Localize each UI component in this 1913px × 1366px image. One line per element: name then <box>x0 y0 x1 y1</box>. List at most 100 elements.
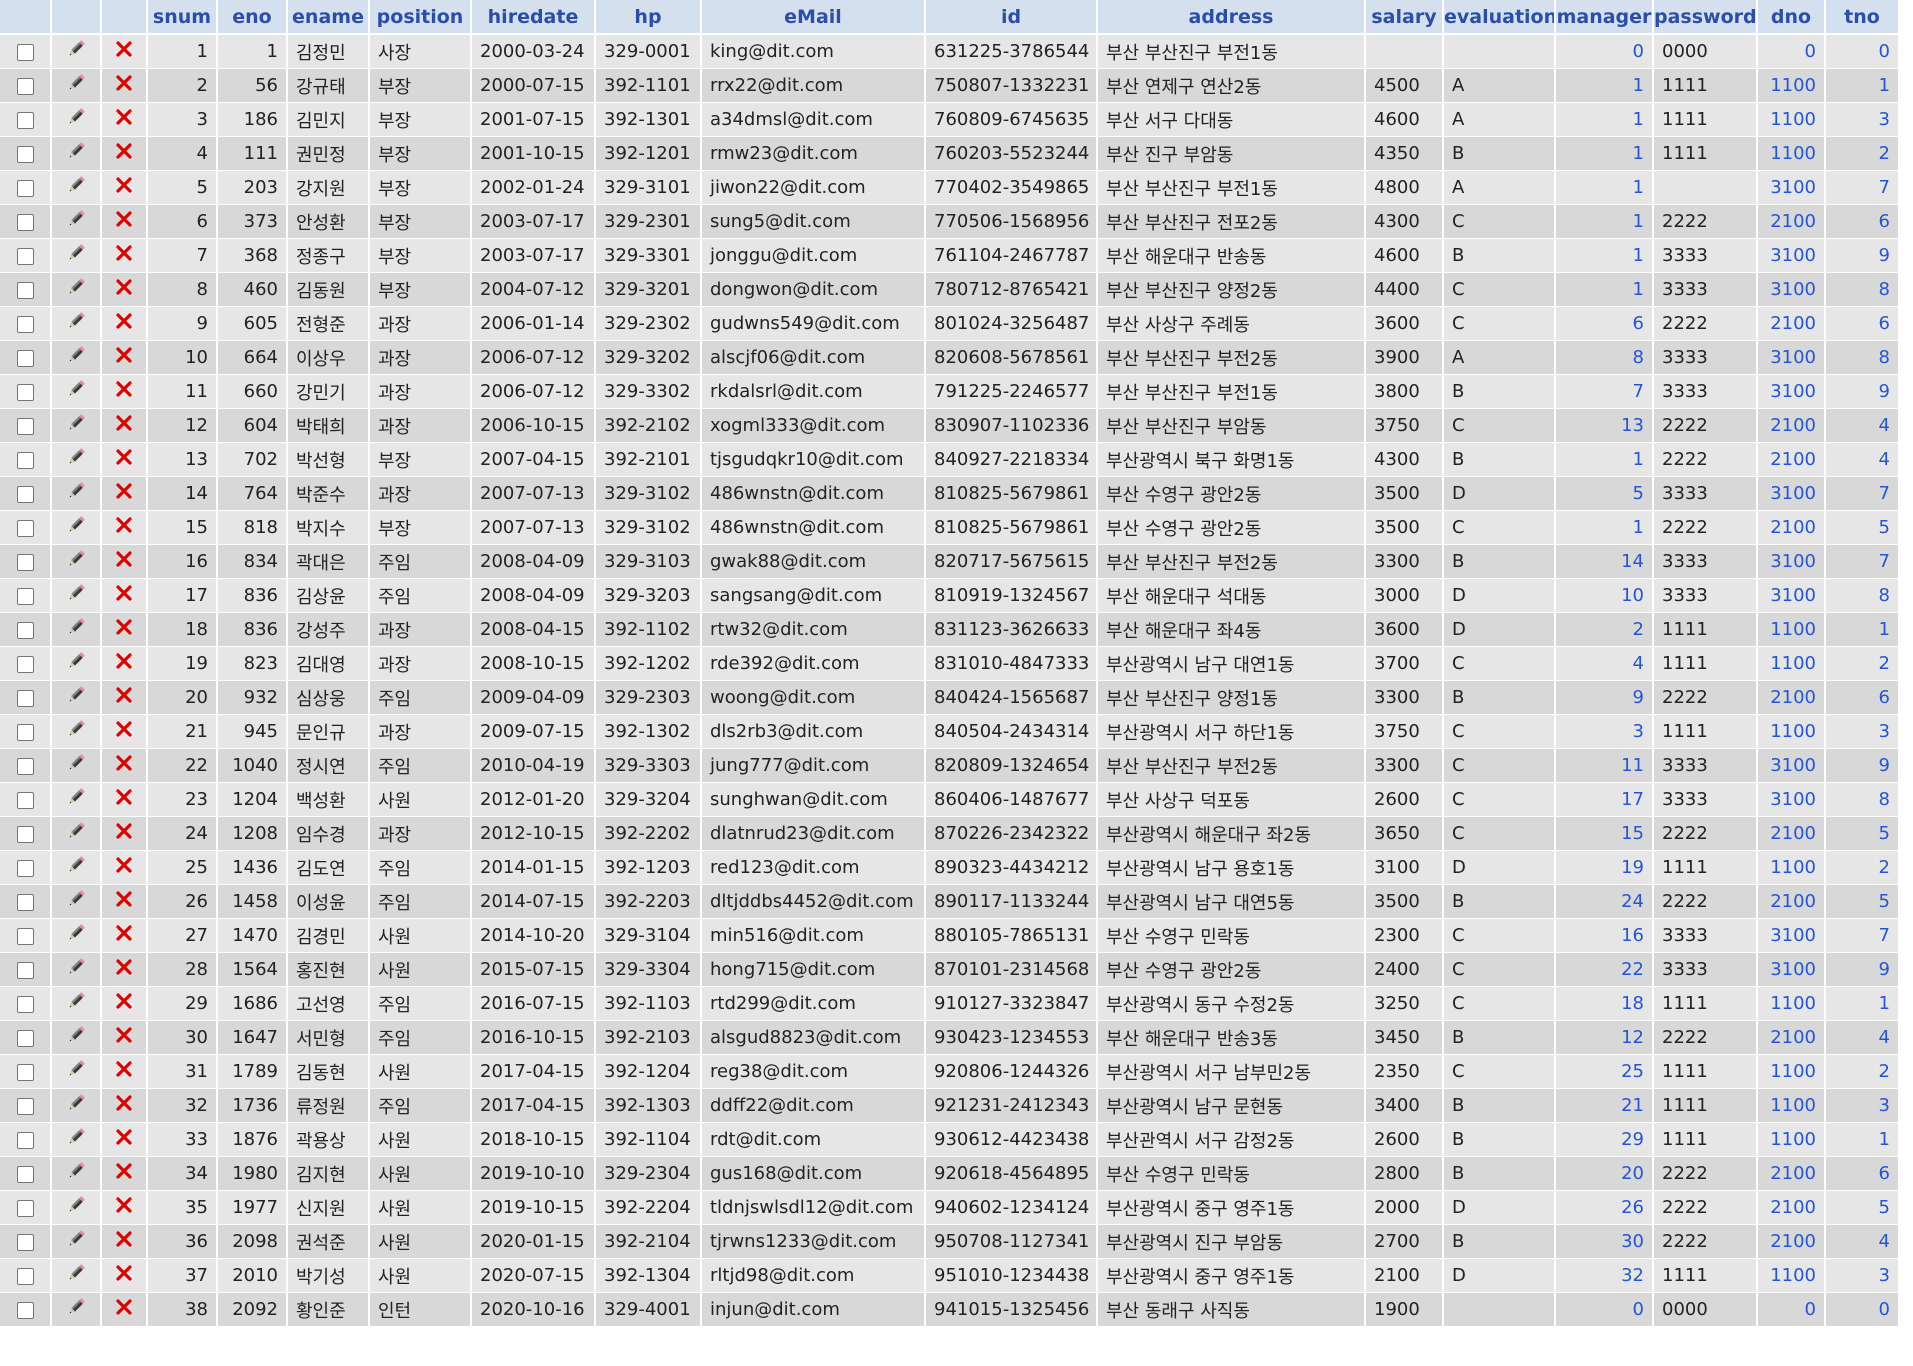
cell-manager[interactable]: 1 <box>1556 103 1654 137</box>
pencil-icon[interactable] <box>65 72 87 99</box>
cell-tno[interactable]: 3 <box>1826 1089 1900 1123</box>
delete-x-icon[interactable] <box>115 142 133 165</box>
pencil-icon[interactable] <box>65 616 87 643</box>
cell-tno[interactable]: 8 <box>1826 783 1900 817</box>
row-checkbox[interactable] <box>16 519 34 537</box>
row-checkbox[interactable] <box>16 655 34 673</box>
delete-x-icon[interactable] <box>115 618 133 641</box>
cell-dno[interactable]: 3100 <box>1758 341 1826 375</box>
cell-tno[interactable]: 4 <box>1826 443 1900 477</box>
cell-dno[interactable]: 2100 <box>1758 885 1826 919</box>
delete-x-icon[interactable] <box>115 1162 133 1185</box>
delete-x-icon[interactable] <box>115 346 133 369</box>
delete-x-icon[interactable] <box>115 516 133 539</box>
delete-x-icon[interactable] <box>115 958 133 981</box>
cell-tno[interactable]: 5 <box>1826 885 1900 919</box>
cell-manager[interactable]: 7 <box>1556 375 1654 409</box>
row-checkbox[interactable] <box>16 1063 34 1081</box>
delete-x-icon[interactable] <box>115 210 133 233</box>
cell-dno[interactable]: 2100 <box>1758 681 1826 715</box>
cell-manager[interactable]: 21 <box>1556 1089 1654 1123</box>
pencil-icon[interactable] <box>65 820 87 847</box>
cell-tno[interactable]: 9 <box>1826 749 1900 783</box>
delete-x-icon[interactable] <box>115 856 133 879</box>
cell-dno[interactable]: 2100 <box>1758 307 1826 341</box>
col-header-evaluation[interactable]: evaluation <box>1444 0 1556 35</box>
cell-manager[interactable]: 15 <box>1556 817 1654 851</box>
pencil-icon[interactable] <box>65 106 87 133</box>
cell-manager[interactable]: 24 <box>1556 885 1654 919</box>
cell-tno[interactable]: 7 <box>1826 545 1900 579</box>
pencil-icon[interactable] <box>65 1058 87 1085</box>
pencil-icon[interactable] <box>65 514 87 541</box>
col-header-eno[interactable]: eno <box>218 0 288 35</box>
cell-manager[interactable]: 30 <box>1556 1225 1654 1259</box>
pencil-icon[interactable] <box>65 786 87 813</box>
row-checkbox[interactable] <box>16 1165 34 1183</box>
cell-dno[interactable]: 1100 <box>1758 69 1826 103</box>
pencil-icon[interactable] <box>65 140 87 167</box>
delete-x-icon[interactable] <box>115 1298 133 1321</box>
cell-dno[interactable]: 2100 <box>1758 1021 1826 1055</box>
cell-tno[interactable]: 3 <box>1826 103 1900 137</box>
pencil-icon[interactable] <box>65 1126 87 1153</box>
cell-manager[interactable]: 16 <box>1556 919 1654 953</box>
delete-x-icon[interactable] <box>115 278 133 301</box>
delete-x-icon[interactable] <box>115 448 133 471</box>
row-checkbox[interactable] <box>16 757 34 775</box>
delete-x-icon[interactable] <box>115 414 133 437</box>
row-checkbox[interactable] <box>16 213 34 231</box>
cell-manager[interactable]: 1 <box>1556 205 1654 239</box>
cell-dno[interactable]: 1100 <box>1758 1055 1826 1089</box>
cell-dno[interactable]: 3100 <box>1758 239 1826 273</box>
row-checkbox[interactable] <box>16 145 34 163</box>
cell-dno[interactable]: 2100 <box>1758 1225 1826 1259</box>
pencil-icon[interactable] <box>65 990 87 1017</box>
row-checkbox[interactable] <box>16 791 34 809</box>
row-checkbox[interactable] <box>16 111 34 129</box>
cell-manager[interactable]: 1 <box>1556 239 1654 273</box>
delete-x-icon[interactable] <box>115 924 133 947</box>
delete-x-icon[interactable] <box>115 1128 133 1151</box>
cell-tno[interactable]: 9 <box>1826 953 1900 987</box>
delete-x-icon[interactable] <box>115 720 133 743</box>
delete-x-icon[interactable] <box>115 1196 133 1219</box>
cell-tno[interactable]: 8 <box>1826 341 1900 375</box>
cell-tno[interactable]: 9 <box>1826 375 1900 409</box>
cell-dno[interactable]: 0 <box>1758 35 1826 69</box>
pencil-icon[interactable] <box>65 242 87 269</box>
pencil-icon[interactable] <box>65 1092 87 1119</box>
pencil-icon[interactable] <box>65 582 87 609</box>
cell-dno[interactable]: 2100 <box>1758 443 1826 477</box>
row-checkbox[interactable] <box>16 451 34 469</box>
cell-manager[interactable]: 2 <box>1556 613 1654 647</box>
delete-x-icon[interactable] <box>115 1264 133 1287</box>
pencil-icon[interactable] <box>65 650 87 677</box>
row-checkbox[interactable] <box>16 893 34 911</box>
delete-x-icon[interactable] <box>115 244 133 267</box>
row-checkbox[interactable] <box>16 1301 34 1319</box>
pencil-icon[interactable] <box>65 922 87 949</box>
row-checkbox[interactable] <box>16 485 34 503</box>
cell-manager[interactable]: 14 <box>1556 545 1654 579</box>
cell-dno[interactable]: 3100 <box>1758 919 1826 953</box>
pencil-icon[interactable] <box>65 548 87 575</box>
row-checkbox[interactable] <box>16 349 34 367</box>
cell-manager[interactable]: 1 <box>1556 171 1654 205</box>
delete-x-icon[interactable] <box>115 108 133 131</box>
cell-manager[interactable]: 13 <box>1556 409 1654 443</box>
cell-manager[interactable]: 29 <box>1556 1123 1654 1157</box>
row-checkbox[interactable] <box>16 77 34 95</box>
cell-dno[interactable]: 3100 <box>1758 273 1826 307</box>
delete-x-icon[interactable] <box>115 1060 133 1083</box>
cell-dno[interactable]: 3100 <box>1758 749 1826 783</box>
delete-x-icon[interactable] <box>115 482 133 505</box>
row-checkbox[interactable] <box>16 553 34 571</box>
cell-tno[interactable]: 7 <box>1826 477 1900 511</box>
cell-manager[interactable]: 18 <box>1556 987 1654 1021</box>
cell-manager[interactable]: 11 <box>1556 749 1654 783</box>
cell-tno[interactable]: 4 <box>1826 1225 1900 1259</box>
row-checkbox[interactable] <box>16 281 34 299</box>
pencil-icon[interactable] <box>65 480 87 507</box>
cell-tno[interactable]: 6 <box>1826 205 1900 239</box>
